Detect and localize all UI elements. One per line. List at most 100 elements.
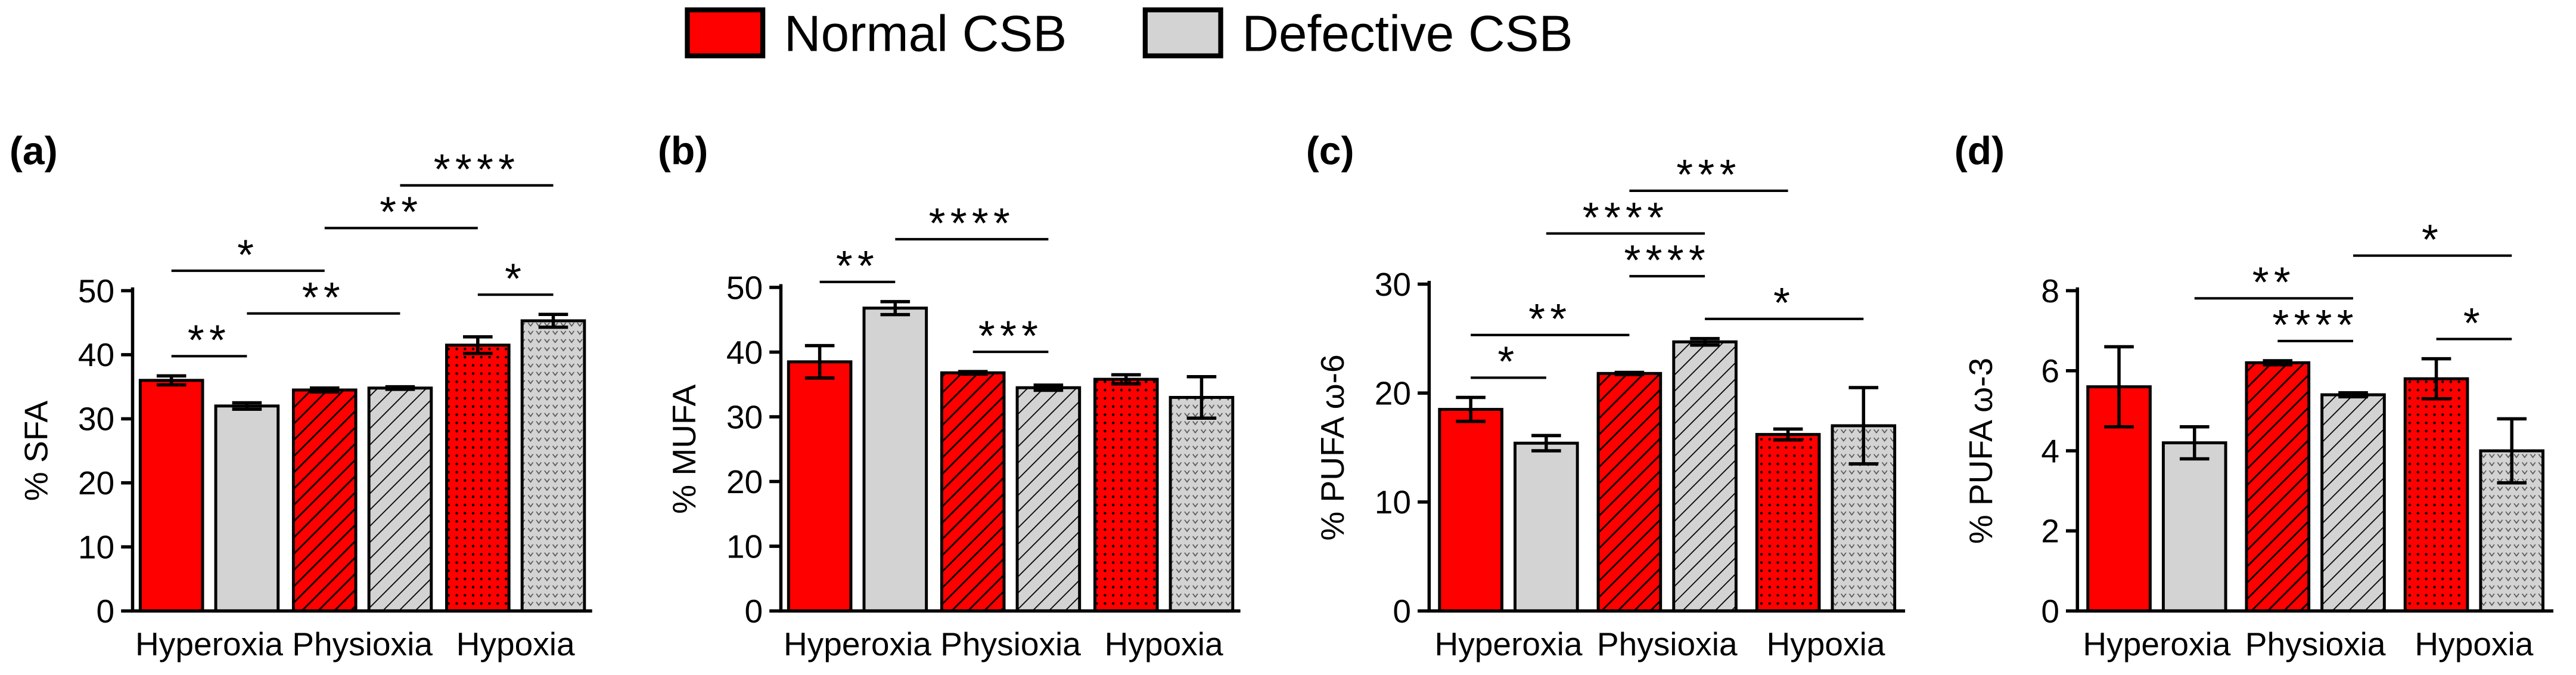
x-tick-label: Hypoxia: [456, 626, 575, 662]
x-tick-label: Hyperoxia: [2083, 626, 2230, 662]
axes: [2075, 287, 2554, 613]
error-bar: [1773, 427, 1803, 442]
significance-label: **: [836, 242, 879, 290]
y-axis-title: % PUFA ω-6: [1314, 354, 1351, 540]
error-bar: [2497, 417, 2527, 485]
significance-label: ****: [929, 199, 1015, 247]
significance-label: *: [2422, 216, 2443, 264]
y-tick-label: 6: [2041, 352, 2059, 389]
error-bar: [385, 385, 415, 391]
x-tick-label: Physioxia: [292, 626, 433, 662]
y-tick-label: 20: [1375, 374, 1411, 411]
bar: [2320, 393, 2386, 613]
x-tick-label: Hyperoxia: [784, 626, 931, 662]
bar: [1596, 371, 1663, 613]
bar: [367, 386, 433, 613]
axes: [1427, 280, 1906, 613]
significance-label: *: [505, 255, 526, 302]
y-tick-label: 30: [78, 401, 114, 438]
y-tick-label: 20: [78, 465, 114, 501]
y-tick-label: 8: [2041, 273, 2059, 309]
significance-label: *: [1773, 279, 1795, 327]
error-bar: [2338, 391, 2368, 399]
y-tick-label: 50: [726, 269, 763, 306]
y-axis-title: % MUFA: [666, 384, 703, 514]
legend-swatch: [685, 7, 766, 58]
panel-label: (a): [10, 129, 58, 173]
error-bar: [309, 386, 340, 394]
error-bar: [2179, 425, 2210, 461]
x-tick-label: Hyperoxia: [135, 626, 283, 662]
significance-label: ****: [2272, 301, 2359, 349]
error-bar: [1111, 373, 1141, 386]
y-tick-label: 30: [726, 398, 763, 435]
significance-label: *: [1497, 338, 1519, 386]
error-bar: [1690, 337, 1720, 347]
legend-label: Normal CSB: [784, 5, 1067, 62]
bar: [940, 371, 1006, 613]
y-tick-label: 4: [2041, 432, 2059, 469]
bar: [445, 343, 511, 613]
x-tick-label: Hypoxia: [1105, 626, 1223, 662]
significance-label: *: [2463, 299, 2485, 347]
legend-label: Defective CSB: [1242, 5, 1573, 62]
error-bar: [2263, 359, 2293, 367]
bar: [1755, 433, 1821, 613]
bar: [1672, 340, 1738, 613]
error-bar: [2104, 345, 2134, 429]
error-bar: [1614, 370, 1645, 376]
bar: [2403, 377, 2469, 613]
y-tick-label: 40: [726, 334, 763, 371]
y-tick-label: 0: [744, 593, 763, 630]
significance-label: **: [188, 317, 231, 364]
bar: [138, 379, 204, 613]
significance-label: ****: [1583, 194, 1669, 241]
error-bar: [463, 335, 493, 355]
error-bar: [958, 370, 988, 376]
y-tick-label: 40: [78, 336, 114, 373]
bar: [291, 388, 358, 613]
error-bar: [804, 343, 835, 380]
bar: [1169, 395, 1235, 613]
error-bar: [1186, 374, 1217, 420]
y-tick-label: 10: [1375, 484, 1411, 521]
bar: [862, 306, 928, 613]
y-tick-label: 20: [726, 463, 763, 500]
axes: [130, 287, 592, 613]
significance-label: ***: [1676, 151, 1741, 199]
bar: [214, 404, 280, 613]
y-tick-label: 2: [2041, 513, 2059, 550]
x-tick-label: Physioxia: [1597, 626, 1738, 662]
error-bar: [880, 300, 911, 317]
panel-label: (d): [1954, 129, 2005, 173]
y-tick-label: 0: [97, 593, 115, 630]
y-axis-title: % SFA: [17, 401, 54, 501]
y-tick-label: 0: [1393, 593, 1411, 630]
error-bar: [2421, 357, 2451, 401]
y-tick-label: 50: [78, 273, 114, 309]
error-bar: [538, 312, 568, 329]
significance-label: **: [380, 188, 422, 236]
bar: [2161, 441, 2227, 613]
bar: [2245, 361, 2311, 613]
bar: [787, 360, 853, 613]
x-tick-label: Hypoxia: [2415, 626, 2533, 662]
panel-label: (b): [658, 129, 708, 173]
legend-swatch: [1142, 7, 1223, 58]
x-tick-label: Physioxia: [2245, 626, 2386, 662]
y-tick-label: 0: [2041, 593, 2059, 630]
error-bar: [1033, 383, 1064, 392]
significance-label: **: [2252, 259, 2295, 306]
bar: [520, 319, 586, 613]
x-tick-label: Hypoxia: [1766, 626, 1885, 662]
y-tick-label: 10: [78, 528, 114, 565]
bar: [1438, 408, 1503, 613]
panel-label: (c): [1306, 129, 1354, 173]
significance-label: **: [302, 274, 345, 321]
axes: [779, 284, 1241, 613]
y-tick-label: 30: [1375, 266, 1411, 303]
error-bar: [1531, 434, 1561, 453]
y-tick-label: 10: [726, 528, 763, 565]
y-axis-title: % PUFA ω-3: [1962, 358, 1999, 544]
